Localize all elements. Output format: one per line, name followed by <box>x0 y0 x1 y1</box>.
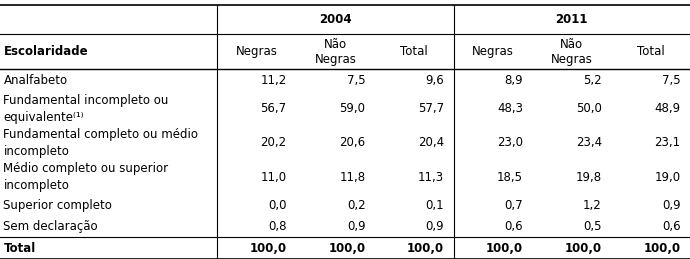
Text: Negras: Negras <box>472 45 514 58</box>
Text: Total: Total <box>3 242 36 255</box>
Text: 11,0: 11,0 <box>261 171 286 184</box>
Text: 100,0: 100,0 <box>486 242 523 255</box>
Text: Fundamental incompleto ou: Fundamental incompleto ou <box>3 93 169 106</box>
Text: 1,2: 1,2 <box>583 199 602 212</box>
Text: 0,7: 0,7 <box>504 199 523 212</box>
Text: incompleto: incompleto <box>3 145 69 158</box>
Text: equivalente⁽¹⁾: equivalente⁽¹⁾ <box>3 111 84 124</box>
Text: 50,0: 50,0 <box>576 102 602 115</box>
Text: 0,2: 0,2 <box>347 199 366 212</box>
Text: Superior completo: Superior completo <box>3 199 112 212</box>
Text: 11,8: 11,8 <box>339 171 366 184</box>
Text: 0,6: 0,6 <box>504 220 523 233</box>
Text: 19,0: 19,0 <box>654 171 680 184</box>
Text: 0,5: 0,5 <box>583 220 602 233</box>
Text: 100,0: 100,0 <box>250 242 286 255</box>
Text: 23,0: 23,0 <box>497 136 523 149</box>
Text: 59,0: 59,0 <box>339 102 366 115</box>
Text: Escolaridade: Escolaridade <box>3 45 88 58</box>
Text: 0,9: 0,9 <box>426 220 444 233</box>
Text: 20,4: 20,4 <box>418 136 444 149</box>
Text: 19,8: 19,8 <box>575 171 602 184</box>
Text: 56,7: 56,7 <box>261 102 286 115</box>
Text: 7,5: 7,5 <box>347 74 366 87</box>
Text: 0,6: 0,6 <box>662 220 680 233</box>
Text: 7,5: 7,5 <box>662 74 680 87</box>
Text: 0,9: 0,9 <box>662 199 680 212</box>
Text: Sem declaração: Sem declaração <box>3 220 98 233</box>
Text: Não
Negras: Não Negras <box>315 38 357 66</box>
Text: 2004: 2004 <box>319 13 352 26</box>
Text: Analfabeto: Analfabeto <box>3 74 68 87</box>
Text: 48,3: 48,3 <box>497 102 523 115</box>
Text: 57,7: 57,7 <box>418 102 444 115</box>
Text: 9,6: 9,6 <box>426 74 444 87</box>
Text: incompleto: incompleto <box>3 179 69 192</box>
Text: 18,5: 18,5 <box>497 171 523 184</box>
Text: 20,6: 20,6 <box>339 136 366 149</box>
Text: 11,2: 11,2 <box>260 74 286 87</box>
Text: Fundamental completo ou médio: Fundamental completo ou médio <box>3 128 199 141</box>
Text: 100,0: 100,0 <box>564 242 602 255</box>
Text: Não
Negras: Não Negras <box>551 38 593 66</box>
Text: 20,2: 20,2 <box>261 136 286 149</box>
Text: 0,1: 0,1 <box>426 199 444 212</box>
Text: 0,0: 0,0 <box>268 199 286 212</box>
Text: 2011: 2011 <box>555 13 588 26</box>
Text: Total: Total <box>637 45 664 58</box>
Text: Negras: Negras <box>236 45 277 58</box>
Text: 100,0: 100,0 <box>407 242 444 255</box>
Text: Médio completo ou superior: Médio completo ou superior <box>3 162 168 175</box>
Text: 0,9: 0,9 <box>347 220 366 233</box>
Text: 23,1: 23,1 <box>654 136 680 149</box>
Text: 0,8: 0,8 <box>268 220 286 233</box>
Text: 8,9: 8,9 <box>504 74 523 87</box>
Text: 11,3: 11,3 <box>418 171 444 184</box>
Text: 23,4: 23,4 <box>575 136 602 149</box>
Text: 48,9: 48,9 <box>654 102 680 115</box>
Text: 5,2: 5,2 <box>583 74 602 87</box>
Text: 100,0: 100,0 <box>328 242 366 255</box>
Text: Total: Total <box>400 45 428 58</box>
Text: 100,0: 100,0 <box>643 242 680 255</box>
